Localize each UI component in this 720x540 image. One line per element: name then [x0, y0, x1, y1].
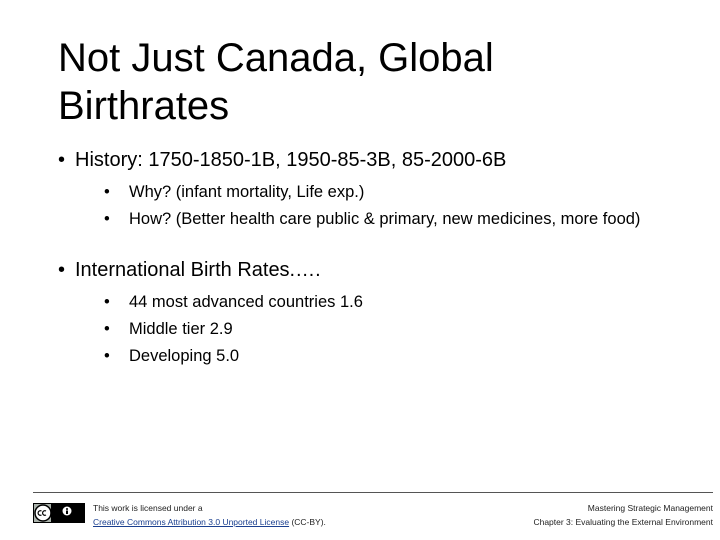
footer-rule: [33, 492, 713, 493]
bullet-text: History: 1750-1850-1B, 1950-85-3B, 85-20…: [75, 149, 507, 171]
sub-bullet: Developing 5.0: [92, 346, 678, 366]
bullet: History: 1750-1850-1B, 1950-85-3B, 85-20…: [58, 148, 678, 229]
sub-bullet-list: Why? (infant mortality, Life exp.) How? …: [75, 182, 678, 229]
bullet-list: International Birth Rates.…. 44 most adv…: [58, 258, 678, 373]
sub-bullet: Why? (infant mortality, Life exp.): [92, 182, 678, 202]
course-name: Mastering Strategic Management: [587, 503, 713, 513]
by-glyph: [66, 508, 68, 510]
license-link[interactable]: Creative Commons Attribution 3.0 Unporte…: [93, 517, 290, 527]
sub-bullet: Middle tier 2.9: [92, 319, 678, 339]
chapter-name: Chapter 3: Evaluating the External Envir…: [533, 517, 713, 527]
sub-bullet: How? (Better health care public & primar…: [92, 209, 678, 229]
cc-glyph: [37, 510, 47, 516]
license-suffix: (CC-BY).: [291, 517, 326, 527]
bullet-list: History: 1750-1850-1B, 1950-85-3B, 85-20…: [58, 148, 678, 236]
bullet-text: International Birth Rates.….: [75, 259, 321, 281]
cc-logo: [33, 503, 85, 523]
footer-course: Mastering Strategic Management Chapter 3…: [533, 501, 713, 529]
license-prefix: This work is licensed under a: [93, 503, 203, 513]
bullet: International Birth Rates.…. 44 most adv…: [58, 258, 678, 366]
sub-bullet-list: 44 most advanced countries 1.6 Middle ti…: [75, 292, 678, 366]
license-text: This work is licensed under a Creative C…: [93, 501, 326, 529]
by-glyph: [66, 510, 68, 514]
sub-bullet: 44 most advanced countries 1.6: [92, 292, 678, 312]
slide-title: Not Just Canada, Global Birthrates: [58, 36, 494, 128]
